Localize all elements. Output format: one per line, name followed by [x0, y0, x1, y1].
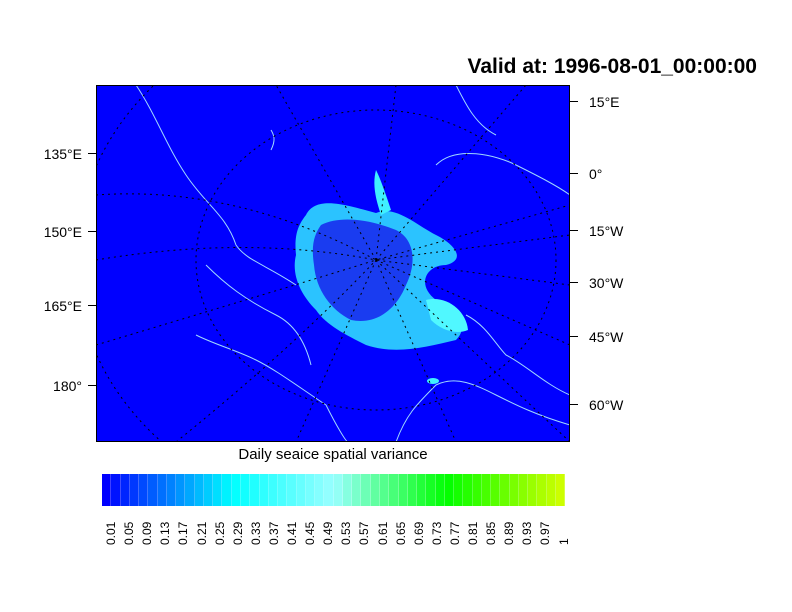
colorbar-box [185, 474, 195, 506]
colorbar-box [379, 474, 390, 506]
colorbar-box [129, 474, 140, 506]
lon-label-150e: 150°E [43, 224, 82, 240]
colorbar-box [537, 474, 547, 506]
colorbar-label: 1 [556, 538, 571, 545]
colorbar-box [528, 474, 538, 506]
colorbar-box [203, 474, 214, 506]
colorbar-label: 0.09 [140, 521, 155, 545]
lon-label-165e: 165°E [43, 298, 82, 314]
colorbar-label: 0.69 [411, 521, 426, 545]
lon-label-60w: 60°W [589, 397, 624, 413]
colorbar-box [259, 474, 269, 506]
colorbar-label: 0.49 [321, 521, 336, 545]
colorbar-label: 0.73 [429, 521, 444, 545]
lon-label-15w: 15°W [589, 223, 624, 239]
colorbar-label: 0.97 [538, 521, 553, 545]
colorbar-label: 0.81 [466, 521, 480, 545]
colorbar-box [157, 474, 167, 506]
colorbar-box [518, 474, 529, 506]
colorbar-box [342, 474, 353, 506]
colorbar-box [176, 474, 186, 506]
colorbar-label: 0.17 [176, 521, 191, 545]
sea-ice-field [294, 170, 468, 384]
colorbar-box [361, 474, 371, 506]
colorbar-box [333, 474, 343, 506]
lon-label-15e: 15°E [589, 94, 620, 110]
colorbar-box [324, 474, 334, 506]
colorbar-box [315, 474, 325, 506]
colorbar-box [278, 474, 288, 506]
colorbar-label: 0.93 [520, 521, 535, 545]
colorbar-box [435, 474, 445, 506]
colorbar-label: 0.61 [375, 521, 390, 545]
colorbar-box [148, 474, 158, 506]
colorbar-label: 0.57 [357, 521, 372, 545]
graticule [96, 85, 570, 442]
colorbar-label: 0.37 [266, 521, 281, 545]
colorbar-label: 0.65 [393, 521, 408, 545]
colorbar-box [240, 474, 251, 506]
valid-time-title: Valid at: 1996-08-01_00:00:00 [467, 55, 757, 78]
colorbar-box [389, 474, 399, 506]
colorbar-label: 0.13 [158, 521, 173, 545]
colorbar-box [491, 474, 501, 506]
colorbar-box [102, 474, 112, 506]
colorbar-box [546, 474, 557, 506]
lon-label-30w: 30°W [589, 275, 624, 291]
colorbar-box [500, 474, 510, 506]
colorbar-box [407, 474, 418, 506]
colorbar-box [166, 474, 177, 506]
colorbar-label: 0.25 [212, 521, 227, 545]
colorbar-box [194, 474, 204, 506]
map-plot [96, 85, 570, 442]
colorbar-box [296, 474, 306, 506]
colorbar-box [426, 474, 436, 506]
colorbar-label: 0.89 [502, 521, 517, 545]
lon-label-45w: 45°W [589, 329, 624, 345]
colorbar-label: 0.53 [339, 521, 354, 545]
colorbar-box [370, 474, 380, 506]
colorbar-box [556, 474, 566, 506]
colorbar-box [139, 474, 149, 506]
colorbar-box [287, 474, 297, 506]
lon-label-135e: 135°E [43, 146, 82, 162]
colorbar-box [231, 474, 241, 506]
colorbar-box [509, 474, 519, 506]
colorbar-label: 0.45 [303, 521, 318, 545]
colorbar-box [213, 474, 223, 506]
colorbar-label: 0.33 [248, 521, 263, 545]
colorbar-box [111, 474, 121, 506]
colorbar-box [120, 474, 130, 506]
colorbar-box [398, 474, 408, 506]
colorbar-label: 0.05 [122, 521, 137, 545]
colorbar-label: 0.85 [484, 521, 499, 545]
colorbar-box [481, 474, 492, 506]
colorbar [102, 474, 566, 506]
colorbar-label: 0.01 [104, 521, 118, 545]
colorbar-caption: Daily seaice spatial variance [238, 446, 428, 463]
colorbar-box [444, 474, 455, 506]
colorbar-box [268, 474, 279, 506]
colorbar-box [454, 474, 464, 506]
colorbar-label: 0.29 [230, 521, 245, 545]
lon-label-0: 0° [589, 166, 603, 182]
colorbar-box [352, 474, 362, 506]
colorbar-box [305, 474, 316, 506]
colorbar-box [463, 474, 473, 506]
lon-label-180: 180° [53, 378, 82, 394]
colorbar-label: 0.21 [194, 521, 209, 545]
colorbar-box [472, 474, 482, 506]
colorbar-box [250, 474, 260, 506]
colorbar-label: 0.77 [447, 521, 462, 545]
colorbar-label: 0.41 [285, 521, 299, 545]
colorbar-box [417, 474, 427, 506]
colorbar-box [222, 474, 232, 506]
